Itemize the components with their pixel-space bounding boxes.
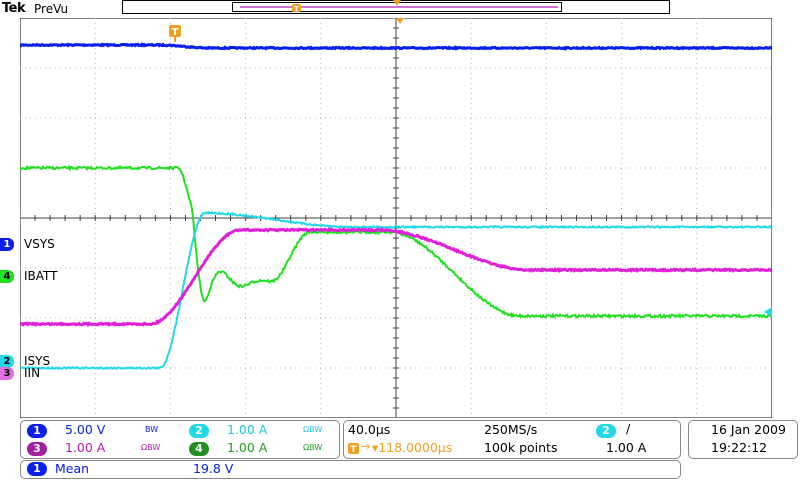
trigger-letter: T [172,27,179,38]
ch4-badge[interactable]: 4 [189,442,209,456]
trigger-source-badge[interactable]: 2 [596,424,616,438]
record-length[interactable]: 100k points [484,440,558,455]
measurement-value: 19.8 V [193,461,234,476]
trigger-position-arrow: → [361,440,371,453]
record-trigger-letter: T [294,5,299,13]
ch2-marker[interactable]: 2 [0,355,14,368]
trigger-position-marker[interactable]: T [169,25,181,42]
ch4-bw-icon: ΩBW [303,443,323,452]
ch3-bw-icon: ΩBW [141,443,161,452]
ch1-marker[interactable]: 1 [0,238,14,251]
ch1-scale[interactable]: 5.00 V [65,422,106,437]
trigger-level-marker-icon[interactable] [764,307,772,317]
ch4-scale[interactable]: 1.00 A [227,440,268,455]
measurement-panel[interactable]: 1 Mean 19.8 V [20,460,681,479]
ch2-scale[interactable]: 1.00 A [227,422,268,437]
datetime-panel: 16 Jan 2009 19:22:12 [688,420,798,459]
ch3-badge[interactable]: 3 [27,442,47,456]
trigger-position[interactable]: ▾118.0000µs [372,440,453,455]
ch1-badge[interactable]: 1 [27,424,47,438]
horizontal-trigger-panel[interactable]: 40.0µs 250MS/s 2 / T → ▾118.0000µs 100k … [343,420,681,459]
trace-ch1 [20,42,772,51]
ch3-marker[interactable]: 3 [0,367,14,380]
trigger-level[interactable]: 1.00 A [606,440,647,455]
acquisition-mode: PreVu [34,2,69,16]
date: 16 Jan 2009 [711,422,786,437]
record-trigger-icon: T [292,4,301,13]
ch2-label: ISYS [24,354,51,368]
measurement-source-badge: 1 [27,462,47,476]
brand-logo: Tek [2,1,26,16]
record-view-trace [240,6,558,8]
ch4-label: IBATT [24,269,58,283]
ch3-label: IIN [24,366,41,380]
measurement-type: Mean [55,461,90,476]
trigger-slope-icon[interactable]: / [626,421,631,436]
trace-ch3 [20,226,772,328]
ch2-badge[interactable]: 2 [189,424,209,438]
vertical-settings-panel[interactable]: 1 5.00 V BW 2 1.00 A ΩBW 3 1.00 A ΩBW 4 … [20,420,340,459]
trigger-position-letter: T [350,445,357,455]
center-marker-icon [396,18,404,24]
trigger-position-icon: T [348,443,359,455]
ch1-bw-icon: BW [145,425,159,434]
waveform-display[interactable]: T [20,18,772,418]
ch4-marker[interactable]: 4 [0,270,14,283]
time: 19:22:12 [711,440,768,455]
timebase[interactable]: 40.0µs [348,422,391,437]
ch1-label: VSYS [24,237,55,251]
ch3-scale[interactable]: 1.00 A [65,440,106,455]
sample-rate: 250MS/s [484,422,538,437]
ch2-bw-icon: ΩBW [303,425,323,434]
record-center-marker-icon [393,0,401,6]
trace-ch2 [20,210,772,371]
